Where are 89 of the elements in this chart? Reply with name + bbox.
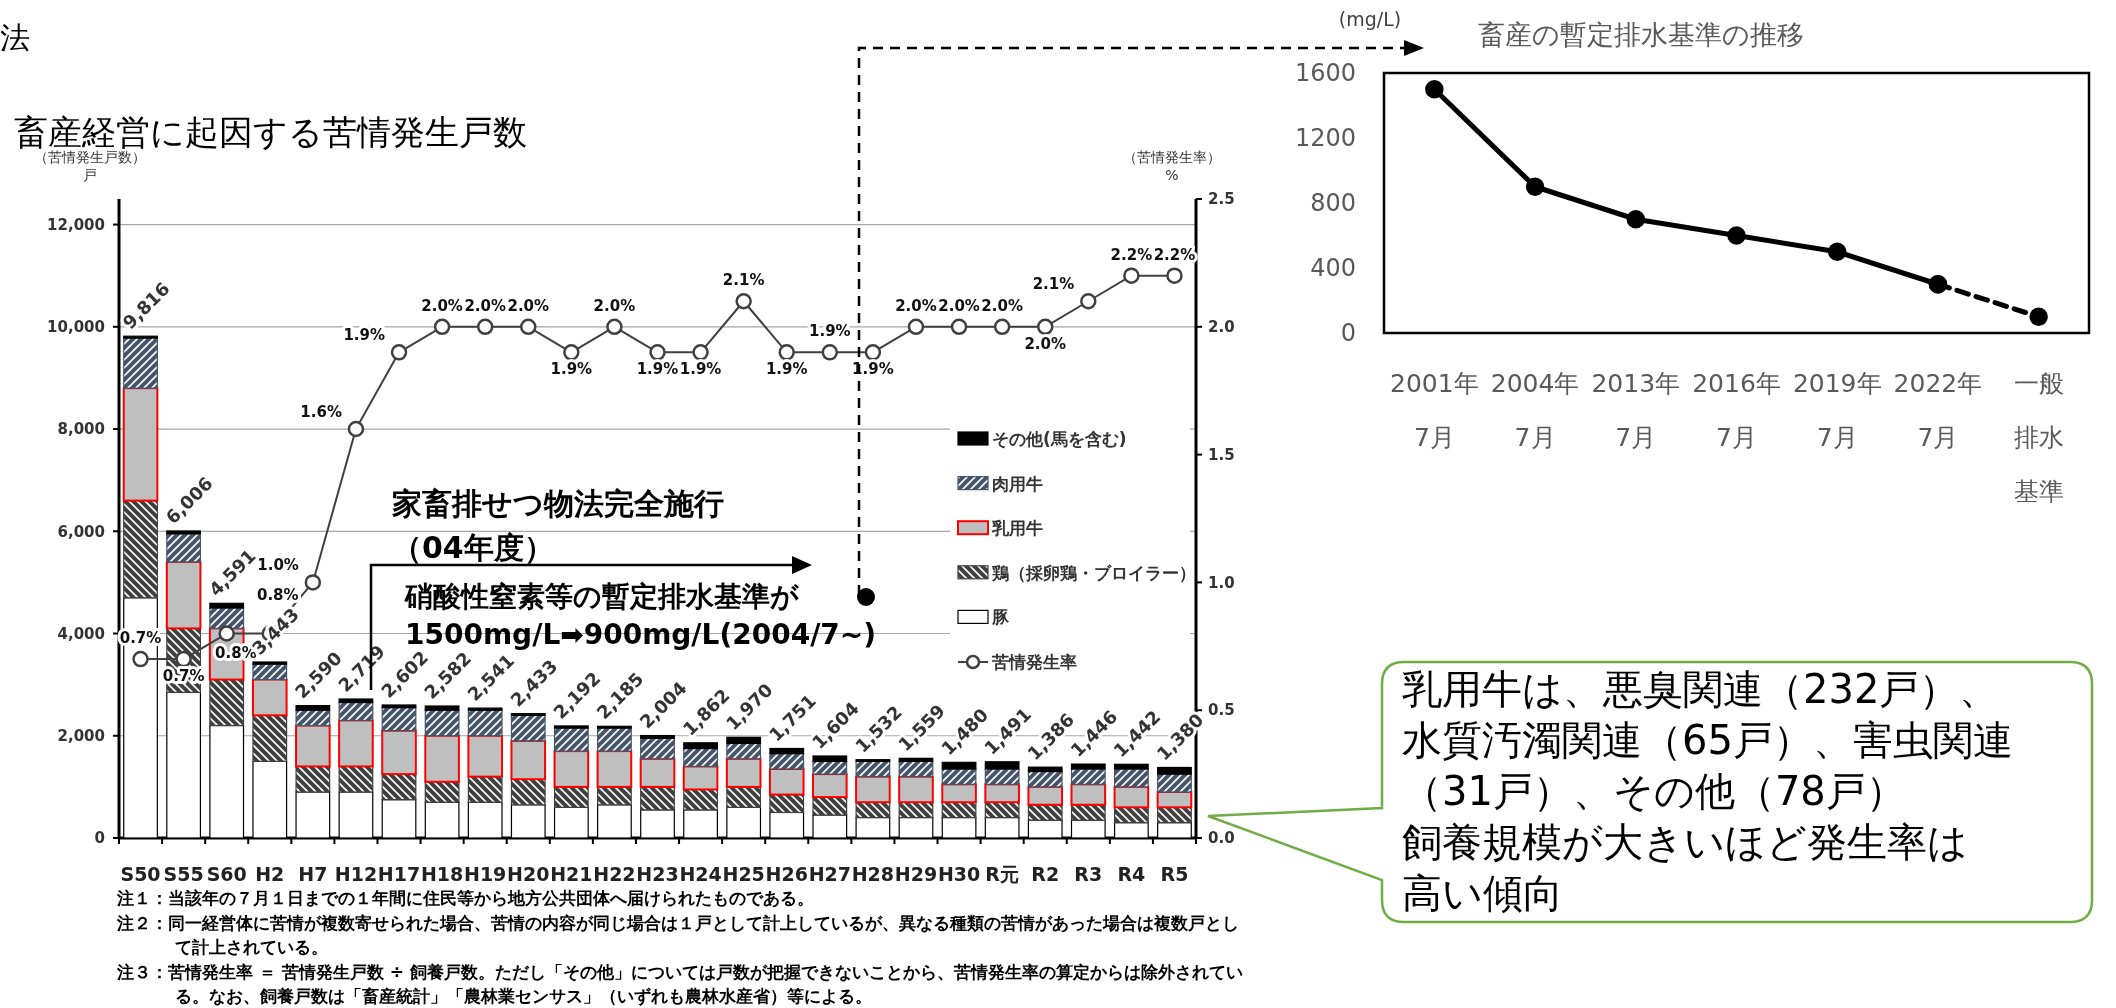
x-tick-label: H20: [507, 863, 550, 885]
x-tick-label: H22: [593, 863, 636, 885]
data-label: 2.2%: [1153, 245, 1196, 264]
data-label: 2.0%: [981, 296, 1023, 315]
y2-tick-label: 0.0: [1208, 829, 1235, 848]
y-tick-label: 0: [1340, 319, 1356, 348]
y-tick-label: 10,000: [47, 318, 105, 337]
x-tick-label: H25: [722, 863, 765, 885]
x-tick-label: H30: [937, 863, 981, 885]
y-tick-label: 1200: [1294, 124, 1356, 153]
x-tick-label: H26: [765, 863, 808, 885]
legend-label: 肉用牛: [992, 473, 1043, 494]
data-label: 1.0%: [257, 556, 299, 575]
data-label: 2.0%: [421, 296, 463, 315]
y-tick-label: 0: [94, 829, 105, 848]
text: 法: [0, 19, 30, 57]
legend-label: 鶏（採卵鶏・ブロイラー）: [991, 562, 1196, 583]
y-tick-label: 6,000: [57, 522, 105, 541]
data-label: 0.8%: [256, 585, 299, 604]
y-tick-label: 12,000: [47, 215, 105, 234]
x-tick-label: R元: [985, 863, 1019, 885]
text: 注１：当該年の７月１日までの１年間に住民等から地方公共団体へ届けられたものである。: [117, 887, 815, 910]
legend-label: その他(馬を含む): [992, 429, 1127, 449]
x-tick-label: H28: [851, 863, 895, 885]
text: 飼養規模が大きいほど発生率は高い傾向: [1402, 818, 1969, 918]
x-tick-label: 一般排水基準: [2013, 369, 2064, 506]
x-tick-label: 2013年 7月: [1591, 369, 1681, 452]
y-tick-label: 400: [1310, 254, 1356, 283]
legend-label: 豚: [991, 607, 1010, 628]
text: 注２：同一経営体に苦情が複数寄せられた場合、苦情の内容が同じ場合は１戸として計上しているが、異なる種類の苦情があった場合は複数戸として計上されている。: [117, 912, 1240, 959]
x-tick-label: H27: [808, 863, 851, 885]
x-tick-label: H19: [464, 863, 507, 885]
x-tick-label: H23: [636, 863, 679, 885]
data-label: 2.1%: [722, 271, 765, 290]
text: 乳用牛は、悪臭関連（232戸）、水質汚濁関連（65戸）、害虫関連（31戸）、その他（78戸）: [1402, 665, 2014, 816]
chart-title: 畜産の暫定排水基準の推移: [1478, 19, 1804, 50]
data-label: 2.1%: [1032, 275, 1075, 294]
data-label: 2.2%: [1110, 245, 1153, 264]
x-tick-label: H12: [334, 863, 378, 885]
y-tick-label: 1600: [1294, 59, 1356, 88]
data-label: 1.9%: [679, 360, 722, 379]
x-tick-label: H7: [298, 863, 328, 885]
x-tick-label: S55: [163, 863, 204, 885]
text: 注３：苦情発生率 ＝ 苦情発生戸数 ÷ 飼養戸数。ただし「その他」については戸数が把握できないことから、苦情発生率の算定からは除外されている。なお、飼養戸数は「畜産統計」「農林業センサス」（いずれも農林水産省）等による。: [117, 961, 1244, 1008]
x-tick-label: R2: [1031, 863, 1060, 885]
data-label: 2.0%: [1024, 334, 1067, 353]
x-tick-label: 2001年 7月: [1390, 369, 1479, 452]
x-tick-label: H2: [255, 863, 285, 885]
y2-tick-label: 1.5: [1208, 445, 1235, 464]
y-axis-title: (mg/L): [1338, 8, 1402, 30]
annotation: 家畜排せつ物法完全施行（04年度）: [392, 485, 725, 567]
x-tick-label: S60: [206, 863, 247, 885]
legend-label: 苦情発生率: [991, 652, 1077, 672]
x-tick-label: R4: [1117, 863, 1146, 885]
y2-tick-label: 1.0: [1208, 573, 1235, 592]
y2-axis-title: （苦情発生率）%: [1123, 149, 1221, 183]
x-tick-label: R5: [1160, 863, 1189, 885]
data-label: 1.9%: [809, 322, 851, 341]
x-tick-label: 2019年 7月: [1792, 369, 1882, 452]
data-label: 2.0%: [507, 296, 550, 315]
y2-tick-label: 2.0: [1208, 318, 1235, 337]
data-label: 2.0%: [938, 296, 980, 315]
y2-tick-label: 2.5: [1208, 190, 1235, 209]
data-label: 2.0%: [464, 296, 506, 315]
y2-tick-label: 0.5: [1208, 701, 1235, 720]
x-tick-label: H18: [420, 863, 464, 885]
data-label: 1.6%: [300, 403, 342, 422]
x-tick-label: R3: [1074, 863, 1103, 885]
x-tick-label: H24: [679, 863, 722, 885]
y-tick-label: 800: [1310, 189, 1356, 218]
data-label: 1.9%: [343, 326, 386, 345]
data-label: 1.9%: [765, 360, 808, 379]
data-label: 2.0%: [895, 296, 937, 315]
data-label: 1.9%: [550, 360, 593, 379]
y-tick-label: 4,000: [57, 624, 105, 643]
x-tick-label: 2016年 7月: [1692, 369, 1781, 452]
y-tick-label: 8,000: [57, 420, 105, 439]
x-tick-label: S50: [120, 863, 161, 885]
y-axis-title: （苦情発生戸数）戸: [34, 149, 146, 183]
legend-label: 乳用牛: [991, 518, 1043, 539]
annotation: 硝酸性窒素等の暫定排水基準が 1500mg/L➡900mg/L(2004/7~): [405, 579, 877, 652]
data-label: 2.0%: [593, 296, 636, 315]
x-tick-label: 2022年 7月: [1893, 369, 1983, 452]
x-tick-label: 2004年 7月: [1490, 369, 1580, 452]
x-tick-label: H21: [550, 863, 593, 885]
data-label: 1.9%: [636, 360, 679, 379]
x-tick-label: H17: [377, 863, 421, 885]
y-tick-label: 2,000: [57, 727, 105, 746]
x-tick-label: H29: [894, 863, 938, 885]
